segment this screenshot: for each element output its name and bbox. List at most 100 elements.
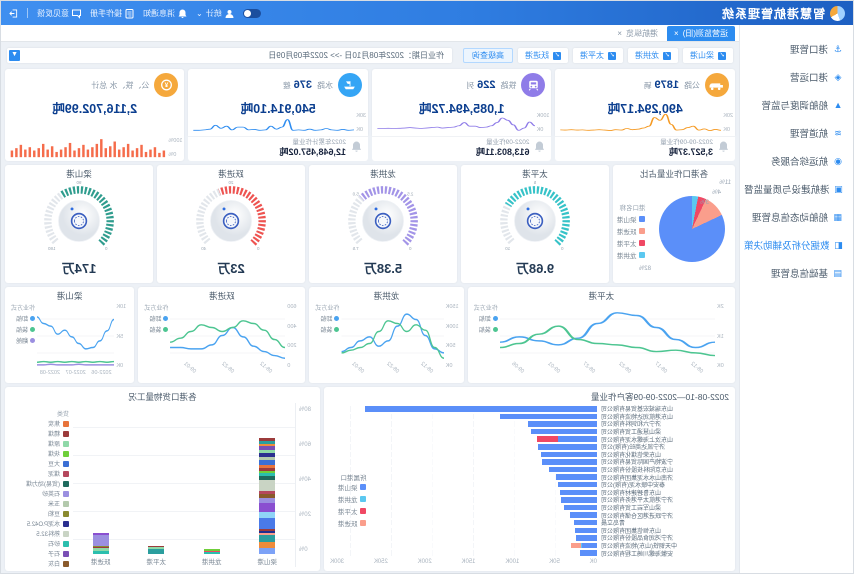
legend-item[interactable]: 水泥P.O42.5 [9, 519, 69, 528]
date-range-input[interactable]: 作业日期：2022年08月10日 ->> 2022年09月09日 ▼ [7, 48, 452, 63]
customer-bar [329, 527, 597, 534]
legend-item[interactable]: 原煤 [9, 439, 69, 448]
legend-item[interactable]: 大豆 [9, 459, 69, 468]
customer-bar [329, 413, 597, 420]
svg-text:5.0: 5.0 [352, 191, 359, 196]
legend-item[interactable]: 玉米 [9, 499, 69, 508]
close-icon[interactable]: × [617, 29, 622, 38]
port-filter-chip-4[interactable]: ✓ 跃进港 [518, 48, 568, 63]
checkbox-checked-icon[interactable]: ✓ [608, 51, 616, 60]
sidebar-item-4[interactable]: ≋ 航道管理 [740, 119, 853, 147]
tab-1[interactable]: 运营监测(旧) × [667, 26, 735, 41]
axis-tick: 2022-06 [91, 370, 112, 376]
axis-tick: 0 [287, 362, 291, 369]
legend-item[interactable]: 石子 [9, 549, 69, 558]
gauge-value: 9.68万 [515, 261, 555, 276]
legend-item[interactable]: 装船 [7, 325, 35, 334]
legend-item[interactable]: 梁山港 [617, 214, 646, 224]
legend-item[interactable]: 砂石 [9, 539, 69, 548]
customer-bar [329, 428, 597, 435]
legend-item[interactable]: 煤泥 [9, 469, 69, 478]
logout-button[interactable] [9, 8, 18, 18]
legend-item[interactable]: 太平港 [617, 238, 646, 248]
sidebar-item-2[interactable]: ◈ 港口运营 [740, 63, 853, 91]
close-icon[interactable]: × [674, 29, 679, 38]
sidebar-item-5[interactable]: ◉ 航运综合服务 [740, 147, 853, 175]
axis-tick: 2022-07 [65, 370, 86, 376]
customer-legend: 所属港口 梁山港 龙拱港 太平港 跃进港 [338, 472, 367, 530]
legend-item[interactable]: 装船 [470, 325, 498, 334]
legend-item[interactable]: 熟料32.5 [9, 529, 69, 538]
header-item-label: 操作手册 [90, 8, 122, 18]
header-item-chat[interactable]: 意见反馈 [37, 8, 81, 19]
legend-label: 精煤 [47, 432, 60, 438]
legend-item[interactable]: 精煤 [9, 429, 69, 438]
header-item-doc[interactable]: 操作手册 [90, 8, 134, 19]
legend-item[interactable]: 卸船 [140, 314, 169, 323]
port-filter-chip-2[interactable]: ✓ 龙拱港 [628, 48, 678, 63]
theme-toggle[interactable] [242, 8, 261, 18]
legend-swatch [360, 483, 367, 490]
customer-bar [329, 535, 597, 541]
svg-text:10: 10 [505, 246, 511, 251]
axis-tick: 100K [445, 323, 459, 330]
checkbox-checked-icon[interactable]: ✓ [718, 51, 726, 60]
sidebar-item-6[interactable]: ▣ 港航建设与质量监督 [740, 175, 853, 203]
sidebar-item-7[interactable]: ▦ 船舶动态信息管理 [740, 203, 853, 231]
axis-tick: 5K [116, 333, 124, 340]
calendar-dropdown-icon[interactable]: ▼ [9, 50, 20, 61]
legend-item[interactable]: 龙拱港 [338, 494, 367, 504]
checkbox-checked-icon[interactable]: ✓ [663, 51, 671, 60]
sidebar-item-1[interactable]: ⚓ 港口管理 [740, 35, 853, 63]
bar-segment [580, 542, 583, 549]
kpi-spark-axis: 100K 0K [537, 113, 550, 133]
stacked-column-龙拱港: 龙拱港 [202, 549, 221, 566]
line-chart-body: 600 400 200 0 08-12 08-22 09-01 [140, 302, 303, 381]
legend-item[interactable]: 焦炭 [9, 419, 69, 428]
kpi-card-top: 铁路 226 列 [372, 69, 552, 97]
kpi-label: 铁路 [500, 80, 517, 90]
legend-item[interactable]: 卸船 [311, 314, 340, 323]
line-plot: 08-12 08-22 09-01 [341, 302, 444, 381]
legend-item[interactable]: 龙拱港 [617, 250, 646, 260]
legend-item[interactable]: 跃进港 [338, 518, 367, 528]
port-filter-chip-3[interactable]: ✓ 太平港 [573, 48, 623, 63]
legend-swatch [360, 507, 367, 514]
sidebar-item-8[interactable]: ◧ 数据分析及辅助决策 [740, 231, 853, 259]
advanced-query-button[interactable]: 高级查询 [463, 48, 513, 63]
kpi-alert: 2022-09作业量 613,803.11吨 [372, 136, 552, 161]
legend-item[interactable]: (贸易)动力煤 [9, 479, 69, 488]
legend-swatch [360, 495, 367, 502]
legend-swatch [63, 430, 69, 437]
legend-item[interactable]: 石英砂 [9, 489, 69, 498]
tab-2[interactable]: 港航纵览 × [610, 26, 665, 41]
pie-legend: 港口名称 梁山港 跃进港 太平港 龙拱港 [617, 202, 646, 262]
header-item-bell[interactable]: 消息通知 [143, 8, 187, 19]
bar-segment [571, 542, 581, 549]
legend-item[interactable]: 卸船 [470, 314, 498, 323]
kpi-card-公路: 公路 1879 辆 490,294.17吨 20K 0K 2022-09-09作业量 3,5… [555, 69, 735, 161]
checkbox-checked-icon[interactable]: ✓ [553, 51, 561, 60]
header-item-label: 统计 [205, 8, 222, 18]
legend-item[interactable]: 太平港 [338, 506, 367, 516]
port-filter-chip-1[interactable]: ✓ 梁山港 [683, 48, 733, 63]
legend-item[interactable]: 装船 [311, 325, 340, 334]
legend-item[interactable]: 翻舱 [7, 336, 35, 345]
header-item-user[interactable]: 统计 ⌄ [196, 8, 234, 19]
alert-text: 2022-09-09作业量 3,527.37吨 [660, 139, 713, 158]
sidebar-item-9[interactable]: ▤ 基础信息管理 [740, 259, 853, 287]
legend-item[interactable]: 白灰 [9, 559, 69, 567]
legend-item[interactable]: 块煤 [9, 449, 69, 458]
legend-item[interactable]: 装船 [140, 325, 169, 334]
svg-text:0: 0 [257, 246, 260, 251]
sidebar-item-3[interactable]: ▲ 船舶调度与监管 [740, 91, 853, 119]
legend-item[interactable]: 梁山港 [338, 482, 367, 492]
legend-label: 白灰 [47, 562, 60, 567]
legend-item[interactable]: 跃进港 [617, 226, 646, 236]
legend-label: 卸船 [15, 317, 28, 323]
axis-tick: 60% [298, 442, 311, 448]
axis-tick: 80% [298, 407, 311, 413]
logout-icon [9, 8, 18, 18]
legend-item[interactable]: 豆粕 [9, 509, 69, 518]
legend-item[interactable]: 卸船 [7, 314, 35, 323]
